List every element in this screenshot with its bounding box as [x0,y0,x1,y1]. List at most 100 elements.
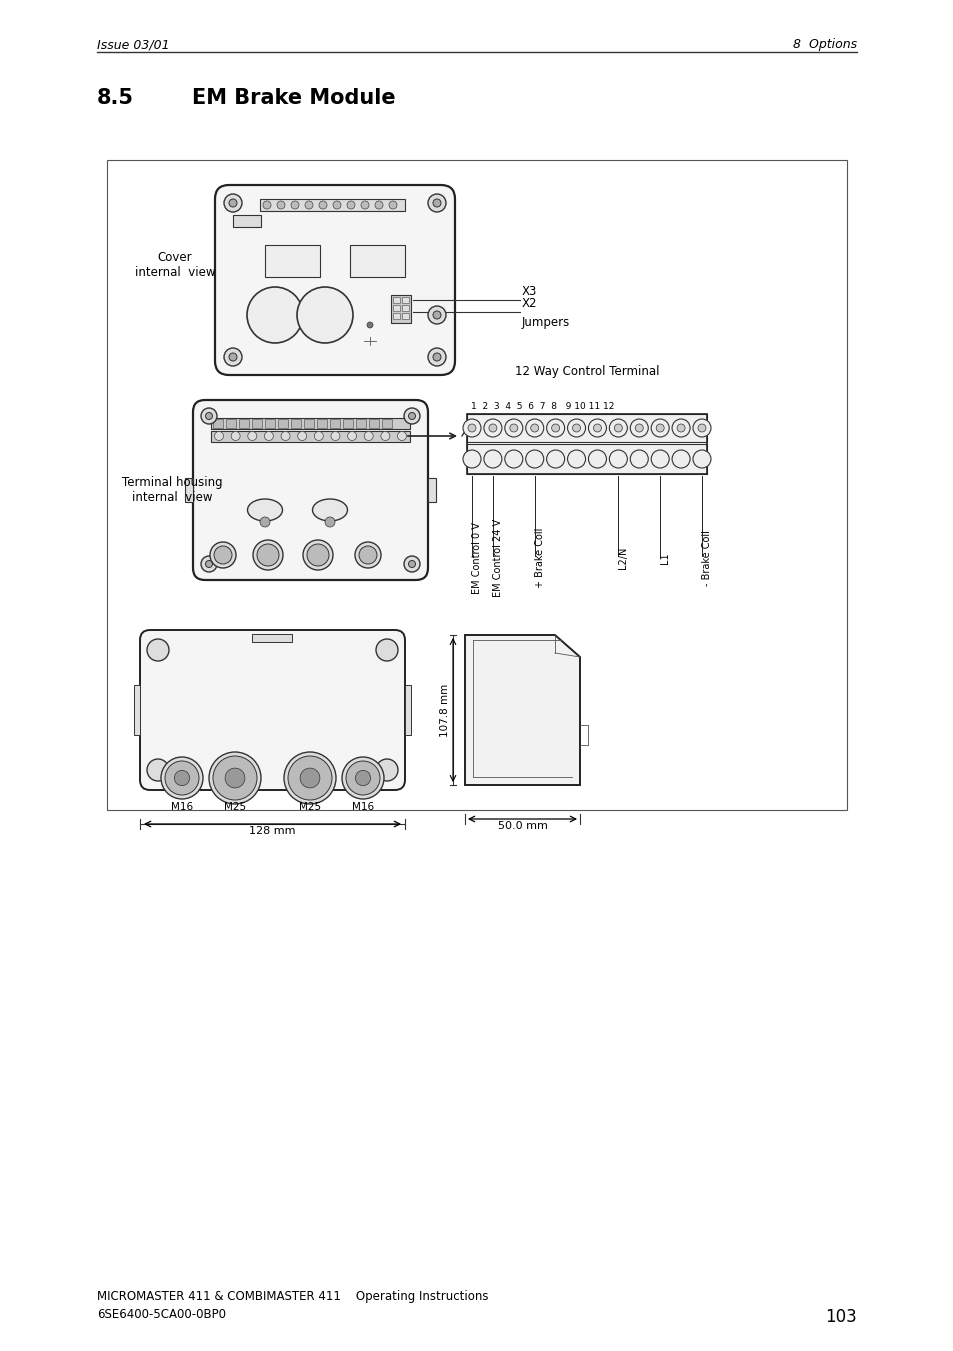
Circle shape [428,349,446,366]
Bar [211,417,410,430]
Circle shape [375,639,397,661]
Bar [226,419,235,428]
Circle shape [253,540,283,570]
Circle shape [205,561,213,567]
Circle shape [692,450,710,467]
Circle shape [677,424,684,432]
Bar [393,313,399,319]
Bar [391,295,411,323]
Circle shape [462,419,480,436]
Text: X2: X2 [521,297,537,309]
Text: 1  2  3  4  5  6  7  8   9 10 11 12: 1 2 3 4 5 6 7 8 9 10 11 12 [471,403,614,411]
Circle shape [588,450,606,467]
Circle shape [174,770,190,786]
Bar [252,419,262,428]
Circle shape [341,757,384,798]
Text: 6SE6400-5CA00-0BP0: 6SE6400-5CA00-0BP0 [97,1308,226,1321]
Circle shape [331,431,339,440]
Bar [265,419,274,428]
Circle shape [147,639,169,661]
Circle shape [305,201,313,209]
Circle shape [213,546,232,563]
Circle shape [428,305,446,324]
Circle shape [225,769,245,788]
Bar [233,215,261,227]
Text: 8  Options: 8 Options [792,38,856,51]
Bar [265,245,319,277]
Circle shape [318,201,327,209]
Circle shape [671,450,689,467]
Circle shape [433,199,440,207]
Bar [291,419,301,428]
Text: + Brake Coil: + Brake Coil [535,528,544,588]
Circle shape [296,286,353,343]
Circle shape [229,199,236,207]
Circle shape [630,450,648,467]
Text: 8.5: 8.5 [97,88,133,108]
Bar [350,245,405,277]
Circle shape [281,431,290,440]
Circle shape [504,419,522,436]
Circle shape [408,561,416,567]
Text: L1: L1 [659,553,669,563]
Text: MICROMASTER 411 & COMBIMASTER 411    Operating Instructions: MICROMASTER 411 & COMBIMASTER 411 Operat… [97,1290,488,1302]
Circle shape [201,557,216,571]
Bar [277,419,288,428]
Circle shape [483,419,501,436]
Bar [185,478,193,503]
Circle shape [588,419,606,436]
Circle shape [428,195,446,212]
Circle shape [389,201,396,209]
Circle shape [333,201,340,209]
Bar [401,313,409,319]
Bar [260,199,405,211]
FancyBboxPatch shape [193,400,428,580]
Circle shape [276,201,285,209]
Circle shape [614,424,621,432]
Circle shape [307,544,329,566]
Bar [213,419,223,428]
Text: M25: M25 [298,802,321,812]
Circle shape [360,201,369,209]
Text: X3: X3 [521,285,537,299]
Circle shape [256,544,278,566]
Text: M16: M16 [352,802,374,812]
Circle shape [284,753,335,804]
Circle shape [651,450,668,467]
Bar [343,419,353,428]
Bar [393,297,399,303]
Circle shape [210,542,235,567]
Circle shape [231,431,240,440]
Text: L2/N: L2/N [618,547,628,569]
Circle shape [525,419,543,436]
Circle shape [403,557,419,571]
Circle shape [224,195,242,212]
Circle shape [530,424,538,432]
Circle shape [288,757,332,800]
Circle shape [303,540,333,570]
Text: 50.0 mm: 50.0 mm [497,821,547,831]
Bar [467,413,706,474]
Text: EM Control 0 V: EM Control 0 V [472,521,481,594]
Circle shape [397,431,406,440]
Circle shape [355,770,371,786]
Circle shape [364,431,373,440]
Text: 128 mm: 128 mm [249,825,295,836]
Text: 107.8 mm: 107.8 mm [439,684,450,736]
Circle shape [671,419,689,436]
Circle shape [375,201,382,209]
Bar [405,685,411,735]
FancyBboxPatch shape [140,630,405,790]
Bar [107,159,846,811]
Bar [239,419,249,428]
Circle shape [147,759,169,781]
Polygon shape [464,635,579,785]
Circle shape [403,408,419,424]
Circle shape [325,517,335,527]
Text: Issue 03/01: Issue 03/01 [97,38,170,51]
Circle shape [635,424,642,432]
Bar [393,305,399,311]
Circle shape [462,450,480,467]
Circle shape [247,286,303,343]
Circle shape [161,757,203,798]
